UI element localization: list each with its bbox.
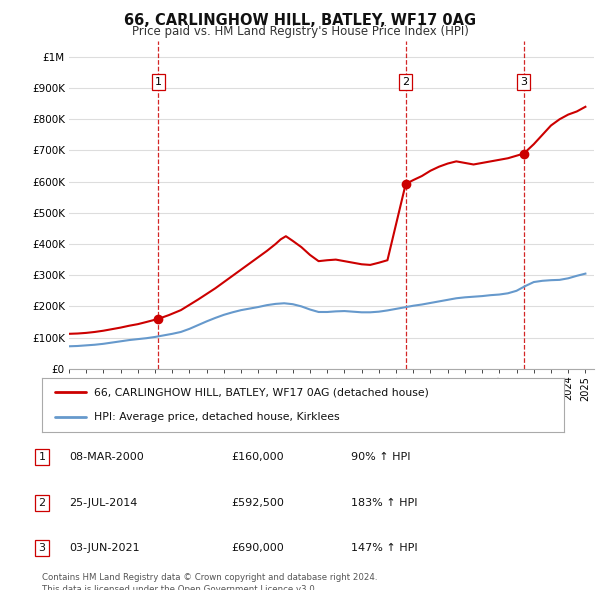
Text: 66, CARLINGHOW HILL, BATLEY, WF17 0AG: 66, CARLINGHOW HILL, BATLEY, WF17 0AG: [124, 13, 476, 28]
Text: HPI: Average price, detached house, Kirklees: HPI: Average price, detached house, Kirk…: [94, 412, 340, 422]
Text: 3: 3: [520, 77, 527, 87]
Text: 1: 1: [155, 77, 162, 87]
Text: 90% ↑ HPI: 90% ↑ HPI: [351, 453, 410, 462]
Text: £592,500: £592,500: [231, 498, 284, 507]
Text: 2: 2: [402, 77, 409, 87]
Text: Contains HM Land Registry data © Crown copyright and database right 2024.
This d: Contains HM Land Registry data © Crown c…: [42, 573, 377, 590]
Text: 66, CARLINGHOW HILL, BATLEY, WF17 0AG (detached house): 66, CARLINGHOW HILL, BATLEY, WF17 0AG (d…: [94, 387, 429, 397]
Text: 3: 3: [38, 543, 46, 553]
Text: 08-MAR-2000: 08-MAR-2000: [69, 453, 144, 462]
Text: £160,000: £160,000: [231, 453, 284, 462]
Text: 2: 2: [38, 498, 46, 507]
Text: 183% ↑ HPI: 183% ↑ HPI: [351, 498, 418, 507]
Text: 1: 1: [38, 453, 46, 462]
Text: 147% ↑ HPI: 147% ↑ HPI: [351, 543, 418, 553]
Text: Price paid vs. HM Land Registry's House Price Index (HPI): Price paid vs. HM Land Registry's House …: [131, 25, 469, 38]
Text: 03-JUN-2021: 03-JUN-2021: [69, 543, 140, 553]
Text: 25-JUL-2014: 25-JUL-2014: [69, 498, 137, 507]
Text: £690,000: £690,000: [231, 543, 284, 553]
